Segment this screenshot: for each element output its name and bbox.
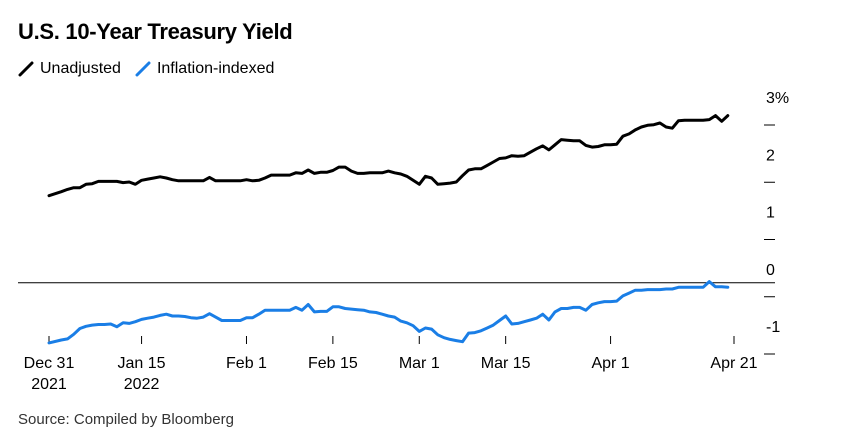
legend-label-unadjusted: Unadjusted (40, 60, 121, 77)
y-tick-label: 0 (766, 262, 775, 279)
legend-swatch-unadjusted-icon (18, 61, 34, 77)
x-tick-label: Apr 21 (710, 355, 757, 372)
x-tick-label: Apr 1 (591, 355, 629, 372)
x-tick-label: Dec 31 (24, 355, 75, 372)
y-tick-label: 1 (766, 205, 775, 222)
chart-title: U.S. 10-Year Treasury Yield (18, 19, 293, 44)
y-tick-label: -1 (766, 319, 780, 336)
legend-item-unadjusted: Unadjusted (18, 60, 121, 78)
source-note: Source: Compiled by Bloomberg (18, 411, 234, 428)
series-line-unadjusted (47, 114, 730, 198)
x-tick-label: Jan 15 (118, 355, 166, 372)
x-tick-label: Mar 1 (399, 355, 440, 372)
x-tick-label: 2021 (31, 376, 67, 393)
x-tick-label: Mar 15 (481, 355, 531, 372)
y-tick-label: 3% (766, 90, 789, 107)
series-line-inflation-indexed (47, 280, 730, 345)
x-tick-label: Feb 15 (308, 355, 358, 372)
legend: Unadjusted Inflation-indexed (18, 60, 288, 78)
legend-swatch-inflation-indexed-icon (135, 61, 151, 77)
legend-label-inflation-indexed: Inflation-indexed (156, 60, 275, 77)
legend-item-inflation-indexed: Inflation-indexed (135, 60, 274, 78)
x-tick-label: Feb 1 (226, 355, 267, 372)
x-tick-label: 2022 (124, 376, 160, 393)
y-tick-label: 2 (766, 147, 775, 164)
